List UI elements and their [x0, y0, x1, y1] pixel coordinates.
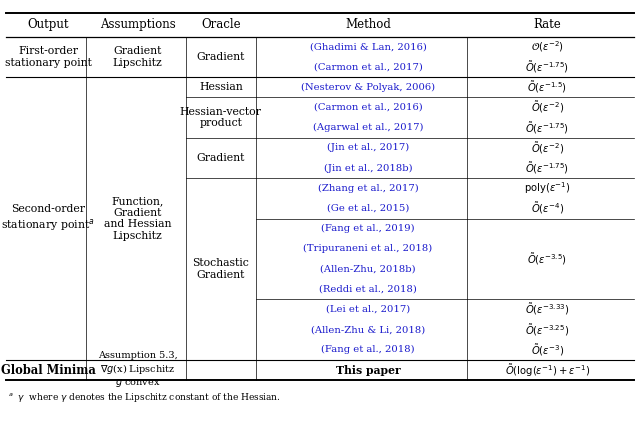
Text: $\tilde{O}(\epsilon^{-3.33})$: $\tilde{O}(\epsilon^{-3.33})$: [525, 302, 570, 318]
Text: Hessian: Hessian: [199, 82, 243, 92]
Text: First-order
stationary point: First-order stationary point: [4, 46, 92, 68]
Text: $\tilde{O}(\epsilon^{-3})$: $\tilde{O}(\epsilon^{-3})$: [531, 342, 564, 358]
Text: $\tilde{O}(\epsilon^{-4})$: $\tilde{O}(\epsilon^{-4})$: [531, 200, 564, 216]
Text: (Reddi et al., 2018): (Reddi et al., 2018): [319, 285, 417, 294]
Text: This paper: This paper: [335, 365, 401, 375]
Text: $\mathcal{O}(\epsilon^{-2})$: $\mathcal{O}(\epsilon^{-2})$: [531, 39, 564, 54]
Text: Global Minima: Global Minima: [1, 364, 95, 377]
Text: Gradient: Gradient: [196, 52, 245, 62]
Text: $\tilde{O}(\epsilon^{-3.5})$: $\tilde{O}(\epsilon^{-3.5})$: [527, 251, 567, 267]
Text: Assumption 5.3,
$\nabla g$(x) Lipschitz
$g$ convex: Assumption 5.3, $\nabla g$(x) Lipschitz …: [98, 351, 177, 389]
Text: (Tripuraneni et al., 2018): (Tripuraneni et al., 2018): [303, 244, 433, 254]
Text: (Jin et al., 2017): (Jin et al., 2017): [327, 143, 409, 152]
Text: Hessian-vector
product: Hessian-vector product: [180, 107, 262, 128]
Text: (Zhang et al., 2017): (Zhang et al., 2017): [317, 184, 419, 193]
Text: Gradient: Gradient: [196, 153, 245, 163]
Text: $\tilde{O}(\epsilon^{-1.5})$: $\tilde{O}(\epsilon^{-1.5})$: [527, 79, 567, 95]
Text: (Fang et al., 2018): (Fang et al., 2018): [321, 345, 415, 354]
Text: (Fang et al., 2019): (Fang et al., 2019): [321, 224, 415, 233]
Text: $\tilde{O}(\epsilon^{-2})$: $\tilde{O}(\epsilon^{-2})$: [531, 99, 564, 115]
Text: $\tilde{O}(\epsilon^{-2})$: $\tilde{O}(\epsilon^{-2})$: [531, 140, 564, 156]
Text: Gradient
Lipschitz: Gradient Lipschitz: [113, 46, 163, 68]
Text: (Nesterov & Polyak, 2006): (Nesterov & Polyak, 2006): [301, 83, 435, 92]
Text: Stochastic
Gradient: Stochastic Gradient: [193, 258, 249, 280]
Text: $\tilde{O}(\epsilon^{-1.75})$: $\tilde{O}(\epsilon^{-1.75})$: [525, 160, 569, 176]
Text: (Agarwal et al., 2017): (Agarwal et al., 2017): [313, 123, 423, 132]
Text: $\tilde{O}(\epsilon^{-1.75})$: $\tilde{O}(\epsilon^{-1.75})$: [525, 120, 569, 136]
Text: (Ge et al., 2015): (Ge et al., 2015): [327, 204, 409, 213]
Text: Assumptions: Assumptions: [100, 18, 175, 32]
Text: $^a$  $\gamma$  where $\gamma$ denotes the Lipschitz constant of the Hessian.: $^a$ $\gamma$ where $\gamma$ denotes the…: [8, 391, 281, 404]
Text: (Ghadimi & Lan, 2016): (Ghadimi & Lan, 2016): [310, 42, 426, 51]
Text: (Carmon et al., 2016): (Carmon et al., 2016): [314, 103, 422, 112]
Text: Method: Method: [345, 18, 391, 32]
Text: Oracle: Oracle: [201, 18, 241, 32]
Text: Output: Output: [28, 18, 68, 32]
Text: (Jin et al., 2018b): (Jin et al., 2018b): [324, 163, 412, 173]
Text: Rate: Rate: [533, 18, 561, 32]
Text: $\tilde{O}(\log(\epsilon^{-1}) + \epsilon^{-1})$: $\tilde{O}(\log(\epsilon^{-1}) + \epsilo…: [504, 362, 590, 378]
Text: (Allen-Zhu, 2018b): (Allen-Zhu, 2018b): [320, 264, 416, 273]
Text: $\tilde{O}(\epsilon^{-3.25})$: $\tilde{O}(\epsilon^{-3.25})$: [525, 322, 569, 338]
Text: Second-order
stationary point$^a$: Second-order stationary point$^a$: [1, 204, 95, 233]
Text: $\tilde{O}(\epsilon^{-1.75})$: $\tilde{O}(\epsilon^{-1.75})$: [525, 59, 569, 75]
Text: Function,
Gradient
and Hessian
Lipschitz: Function, Gradient and Hessian Lipschitz: [104, 196, 172, 241]
Text: (Carmon et al., 2017): (Carmon et al., 2017): [314, 63, 422, 72]
Text: (Lei et al., 2017): (Lei et al., 2017): [326, 305, 410, 314]
Text: $\mathrm{poly}(\epsilon^{-1})$: $\mathrm{poly}(\epsilon^{-1})$: [524, 180, 570, 196]
Text: (Allen-Zhu & Li, 2018): (Allen-Zhu & Li, 2018): [311, 325, 425, 334]
